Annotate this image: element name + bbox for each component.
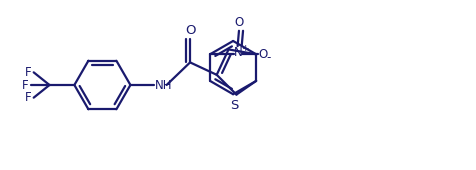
Text: F: F bbox=[25, 66, 32, 79]
Text: S: S bbox=[230, 99, 239, 112]
Text: O: O bbox=[185, 24, 195, 37]
Text: F: F bbox=[25, 91, 32, 104]
Text: O: O bbox=[259, 48, 268, 61]
Text: +: + bbox=[241, 44, 248, 53]
Text: O: O bbox=[234, 15, 244, 29]
Text: F: F bbox=[22, 79, 29, 91]
Text: -: - bbox=[267, 51, 271, 64]
Text: NH: NH bbox=[154, 79, 172, 91]
Text: N: N bbox=[234, 46, 242, 60]
